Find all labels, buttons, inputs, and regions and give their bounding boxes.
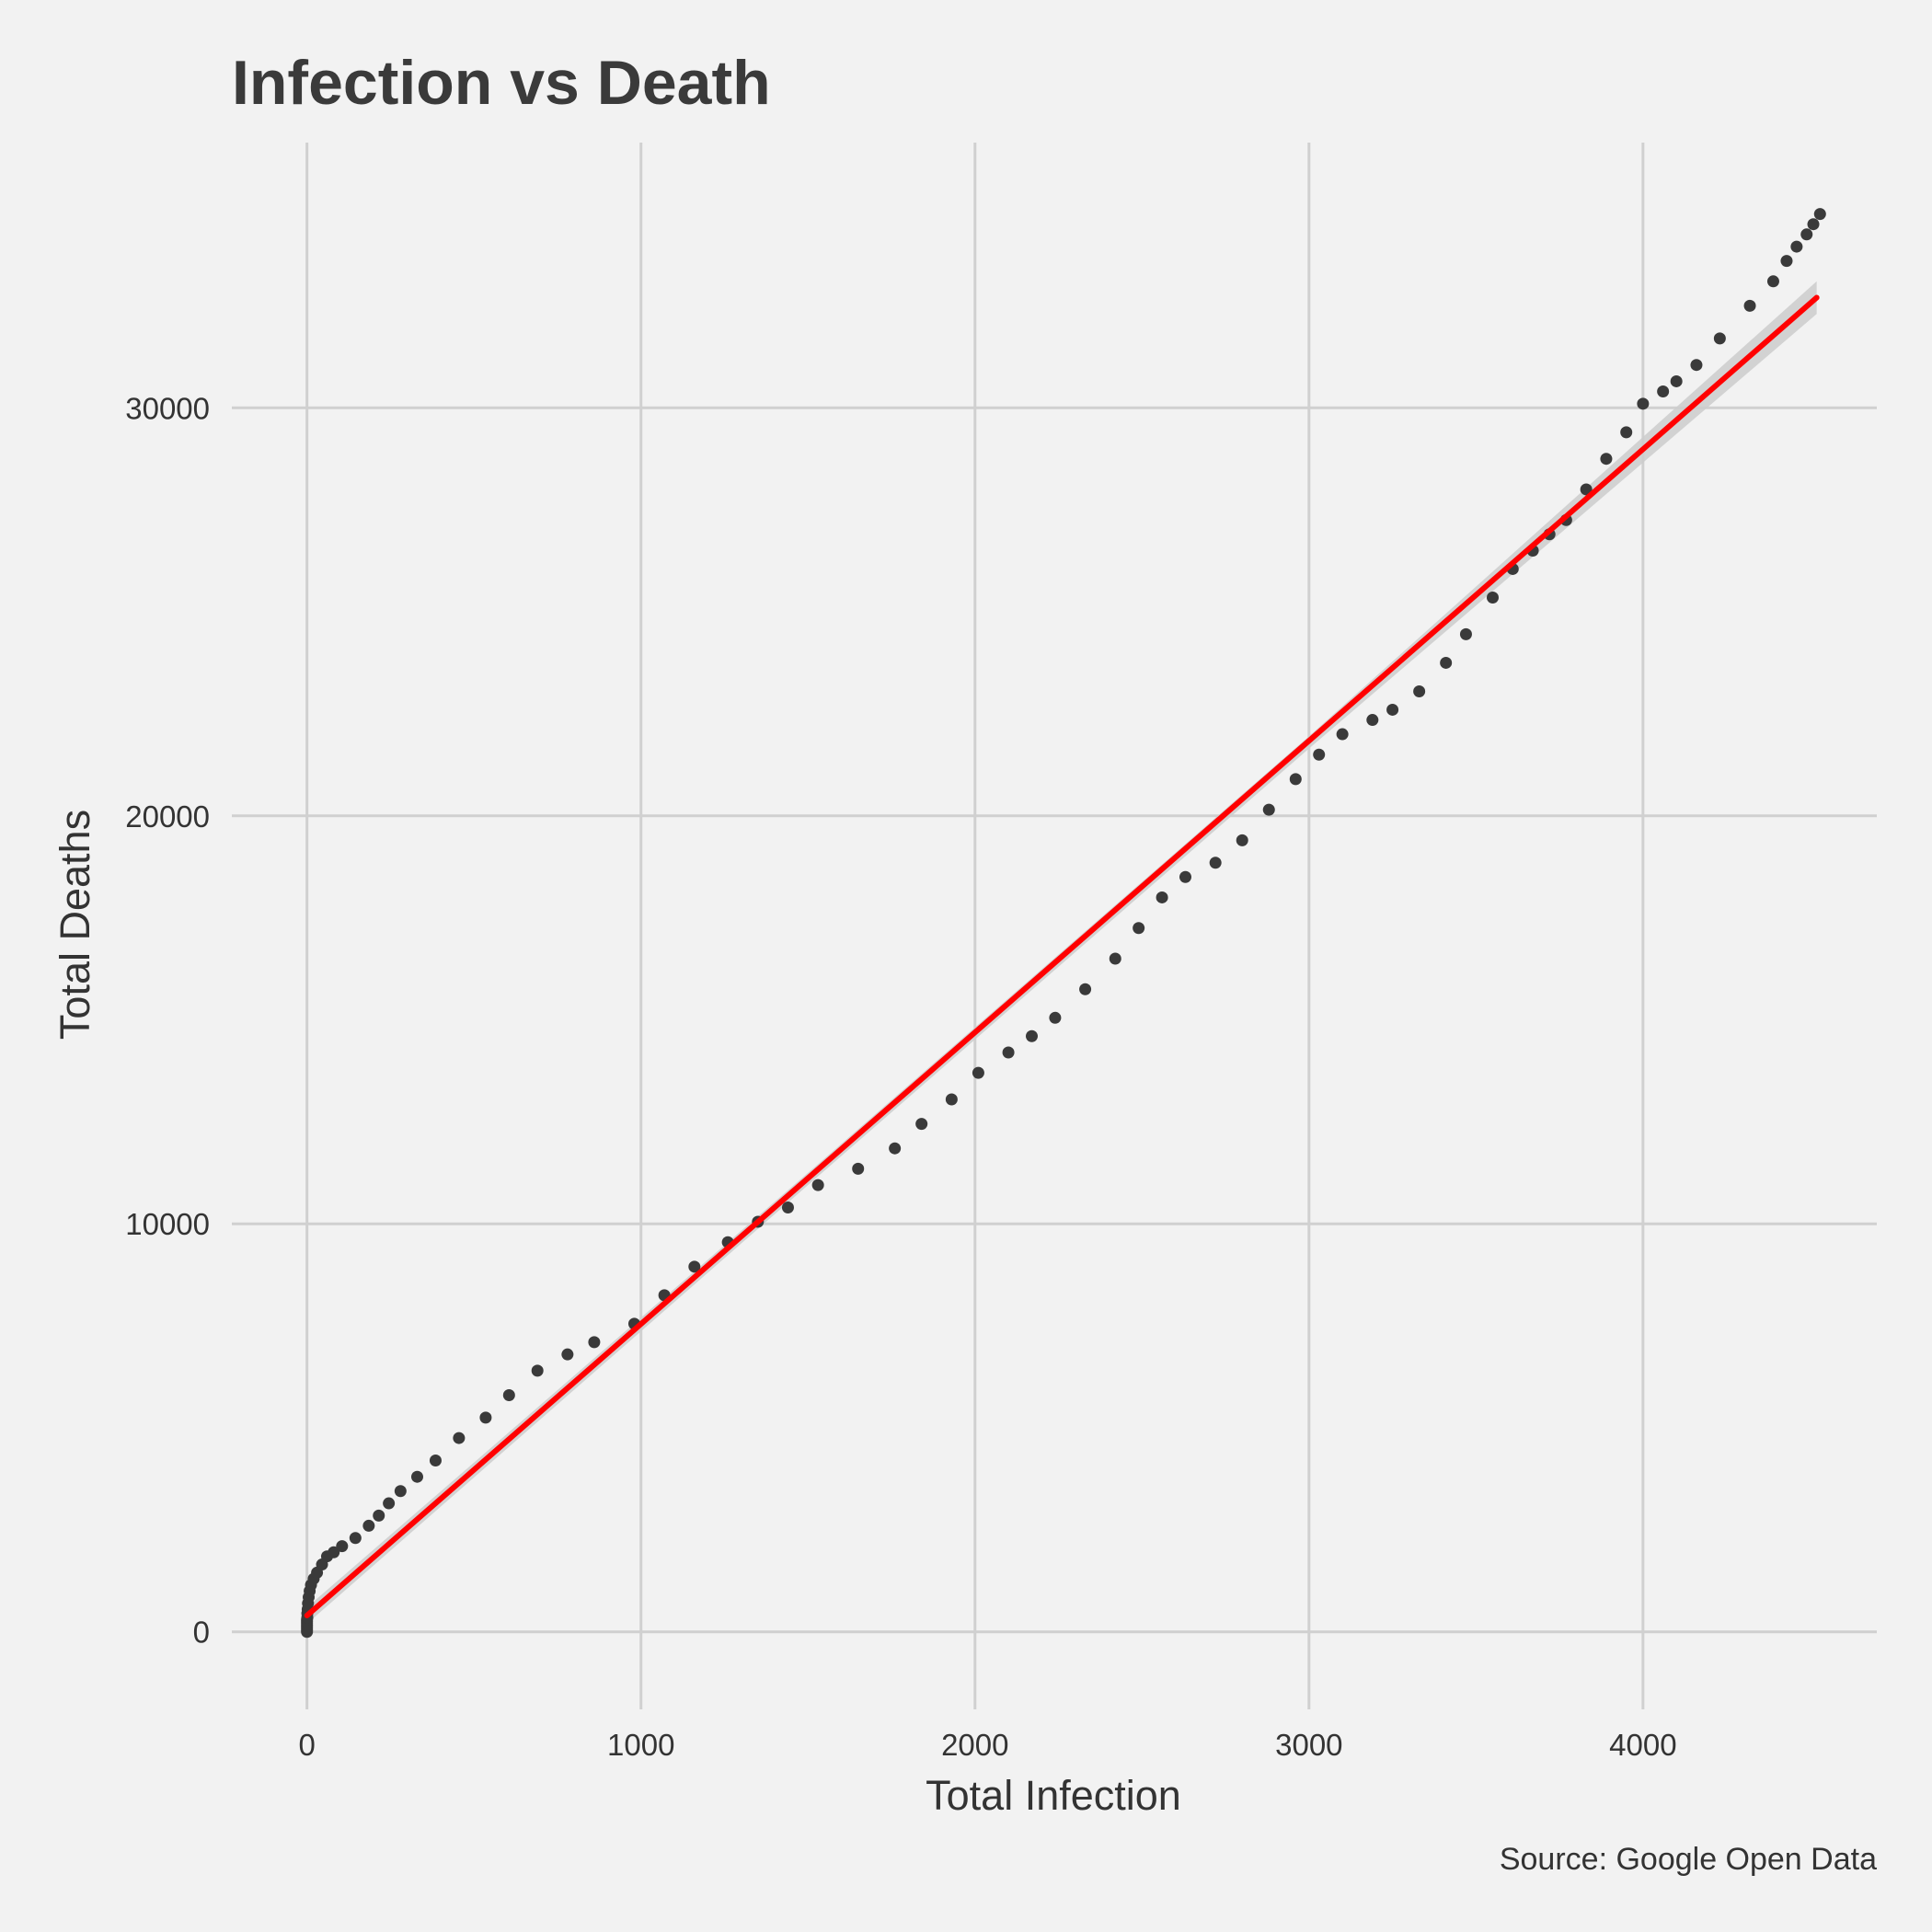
regression-line	[304, 294, 1820, 1618]
data-point-47	[1049, 1011, 1062, 1024]
data-point-50	[1133, 922, 1145, 935]
data-point-40	[852, 1162, 865, 1175]
x-axis-title: Total Infection	[926, 1772, 1181, 1819]
data-point-32	[588, 1336, 601, 1349]
x-tick-label-4000: 4000	[1609, 1728, 1676, 1762]
y-tick-label-10000: 10000	[125, 1207, 210, 1241]
tick-label-layer: 0 1000 2000 3000 4000 0 10000 20000 30000	[125, 391, 1676, 1762]
data-point-19	[336, 1540, 349, 1553]
data-point-56	[1289, 773, 1302, 786]
x-tick-label-3000: 3000	[1275, 1728, 1342, 1762]
data-point-39	[811, 1179, 824, 1191]
data-point-80	[1790, 240, 1803, 253]
data-point-57	[1313, 748, 1326, 761]
data-point-83	[1813, 208, 1826, 221]
data-point-64	[1486, 591, 1499, 604]
data-point-70	[1600, 453, 1613, 466]
data-point-38	[781, 1202, 794, 1214]
y-tick-label-30000: 30000	[125, 391, 210, 425]
data-point-78	[1766, 275, 1779, 288]
data-point-21	[362, 1519, 375, 1532]
x-tick-label-1000: 1000	[607, 1728, 674, 1762]
x-tick-label-2000: 2000	[941, 1728, 1008, 1762]
data-point-29	[502, 1389, 515, 1402]
data-point-22	[373, 1509, 385, 1522]
data-point-35	[688, 1260, 701, 1273]
data-point-59	[1366, 714, 1379, 727]
data-point-25	[410, 1470, 423, 1483]
data-point-54	[1236, 834, 1248, 846]
y-tick-label-0: 0	[193, 1616, 210, 1650]
data-point-27	[453, 1432, 466, 1444]
data-point-82	[1807, 218, 1820, 231]
y-axis-title: Total Deaths	[52, 810, 98, 1040]
data-point-53	[1209, 857, 1222, 869]
data-point-52	[1179, 870, 1191, 883]
y-tick-label-20000: 20000	[125, 799, 210, 834]
data-point-48	[1079, 983, 1092, 995]
chart-caption: Source: Google Open Data	[1500, 1842, 1877, 1877]
grid-layer	[232, 143, 1877, 1709]
data-point-79	[1780, 255, 1793, 268]
data-point-30	[531, 1364, 544, 1377]
data-point-28	[479, 1411, 492, 1424]
data-point-43	[945, 1093, 958, 1106]
data-point-69	[1580, 483, 1593, 496]
data-point-77	[1743, 299, 1756, 312]
data-point-45	[1002, 1046, 1015, 1059]
data-point-24	[394, 1485, 407, 1498]
data-point-42	[915, 1118, 928, 1131]
data-point-20	[349, 1532, 362, 1545]
data-point-41	[889, 1142, 902, 1155]
fit-line-layer	[304, 294, 1820, 1618]
data-point-62	[1440, 656, 1453, 669]
data-point-18	[328, 1546, 340, 1558]
data-point-61	[1413, 684, 1426, 697]
data-point-55	[1262, 803, 1275, 816]
data-point-51	[1156, 891, 1168, 903]
data-point-75	[1690, 359, 1703, 372]
data-point-49	[1109, 952, 1121, 965]
data-point-23	[383, 1497, 396, 1510]
data-point-63	[1459, 627, 1472, 640]
x-tick-label-0: 0	[299, 1728, 316, 1762]
confidence-band	[306, 281, 1817, 1624]
data-point-44	[972, 1066, 984, 1079]
data-point-76	[1713, 332, 1726, 345]
data-point-60	[1386, 703, 1399, 716]
chart-title: Infection vs Death	[232, 48, 771, 118]
confidence-band-layer	[306, 281, 1817, 1624]
data-point-46	[1025, 1029, 1038, 1042]
data-point-72	[1637, 397, 1650, 410]
data-point-58	[1336, 728, 1349, 741]
data-point-73	[1657, 385, 1670, 398]
data-point-26	[429, 1454, 442, 1466]
data-point-81	[1800, 228, 1813, 241]
data-point-74	[1670, 374, 1683, 387]
data-point-71	[1620, 426, 1633, 439]
data-point-31	[561, 1348, 574, 1361]
